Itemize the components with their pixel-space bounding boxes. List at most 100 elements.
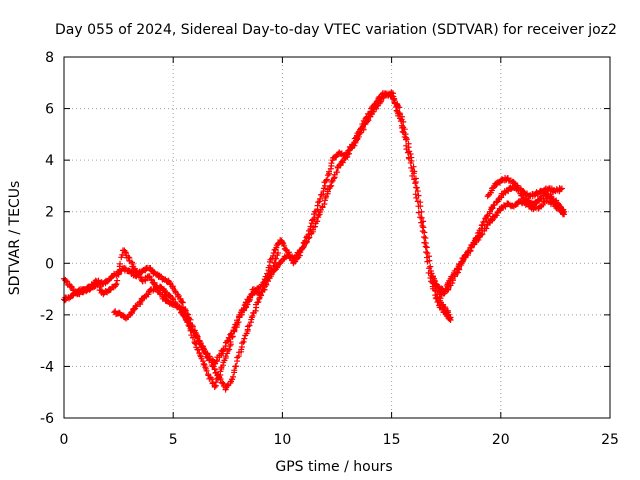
data-marker (186, 319, 193, 326)
data-marker (214, 371, 221, 378)
data-marker (231, 328, 238, 335)
y-tick-label: 6 (45, 102, 54, 118)
data-marker (128, 309, 135, 316)
data-marker (340, 152, 347, 159)
data-marker (390, 96, 397, 103)
ticks: 0 5 10 15 20 25 -6 -4 -2 0 2 4 6 8 (40, 50, 619, 448)
data-marker (189, 334, 196, 341)
data-marker (133, 268, 140, 275)
data-marker (247, 294, 254, 301)
y-tick-label: -6 (40, 411, 54, 427)
data-marker (413, 184, 420, 191)
data-marker (266, 275, 273, 282)
data-marker (117, 260, 124, 267)
data-marker (398, 118, 405, 125)
data-marker (412, 180, 419, 187)
data-marker (229, 333, 236, 340)
data-marker (424, 258, 431, 265)
data-points (61, 89, 568, 393)
y-tick-label: 2 (45, 205, 54, 221)
data-marker (446, 316, 453, 323)
data-marker (435, 298, 442, 305)
data-marker (281, 242, 288, 249)
x-axis-label: GPS time / hours (275, 459, 392, 475)
data-marker (363, 114, 370, 121)
data-marker (333, 152, 340, 159)
data-marker (261, 286, 268, 293)
data-marker (315, 199, 322, 206)
data-marker (231, 367, 238, 374)
x-tick-label: 25 (601, 432, 619, 448)
data-marker (249, 312, 256, 319)
data-point (414, 198, 421, 205)
data-marker (125, 254, 132, 261)
y-axis-label: SDTVAR / TECUs (7, 181, 23, 296)
data-marker (539, 201, 546, 208)
data-marker (210, 363, 217, 370)
data-marker (328, 179, 335, 186)
data-marker (407, 159, 414, 166)
data-marker (327, 183, 334, 190)
data-marker (140, 295, 147, 302)
data-marker (321, 201, 328, 208)
data-marker (413, 194, 420, 201)
data-marker (241, 335, 248, 342)
data-point (401, 133, 408, 140)
y-tick-label: -2 (40, 308, 54, 324)
data-marker (334, 169, 341, 176)
series-track-a (61, 89, 454, 367)
data-marker (421, 234, 428, 241)
data-marker (169, 295, 176, 302)
data-marker (400, 129, 407, 136)
data-marker (80, 289, 87, 296)
data-marker (240, 338, 247, 345)
data-marker (175, 292, 182, 299)
data-marker (105, 277, 112, 284)
data-marker (328, 160, 335, 167)
data-marker (194, 333, 201, 340)
data-marker (360, 117, 367, 124)
data-marker (322, 194, 329, 201)
data-marker (560, 209, 567, 216)
data-marker (222, 353, 229, 360)
data-marker (233, 363, 240, 370)
data-marker (373, 98, 380, 105)
data-marker (137, 301, 144, 308)
data-marker (182, 313, 189, 320)
data-marker (295, 252, 302, 259)
data-marker (345, 147, 352, 154)
data-marker (145, 291, 152, 298)
data-marker (254, 299, 261, 306)
data-marker (324, 172, 331, 179)
y-tick-label: -4 (40, 359, 54, 375)
data-marker (403, 146, 410, 153)
data-marker (402, 136, 409, 143)
data-marker (262, 273, 269, 280)
data-marker (112, 283, 119, 290)
data-marker (274, 252, 281, 259)
data-marker (394, 108, 401, 115)
data-marker (180, 313, 187, 320)
data-marker (483, 225, 490, 232)
data-marker (423, 244, 430, 251)
data-marker (470, 240, 477, 247)
chart-title: Day 055 of 2024, Sidereal Day-to-day VTE… (55, 22, 617, 38)
x-tick-label: 15 (383, 432, 401, 448)
data-marker (115, 269, 122, 276)
data-marker (229, 334, 236, 341)
data-marker (486, 210, 493, 217)
data-marker (319, 191, 325, 198)
data-marker (393, 107, 400, 114)
data-marker (176, 304, 183, 311)
data-marker (226, 346, 233, 353)
data-marker (315, 212, 322, 219)
data-marker (224, 350, 231, 357)
data-marker (234, 354, 241, 361)
data-marker (171, 287, 178, 294)
data-marker (404, 149, 411, 156)
data-marker (330, 175, 337, 182)
data-marker (122, 249, 129, 256)
data-marker (112, 281, 119, 288)
data-marker (270, 263, 277, 270)
